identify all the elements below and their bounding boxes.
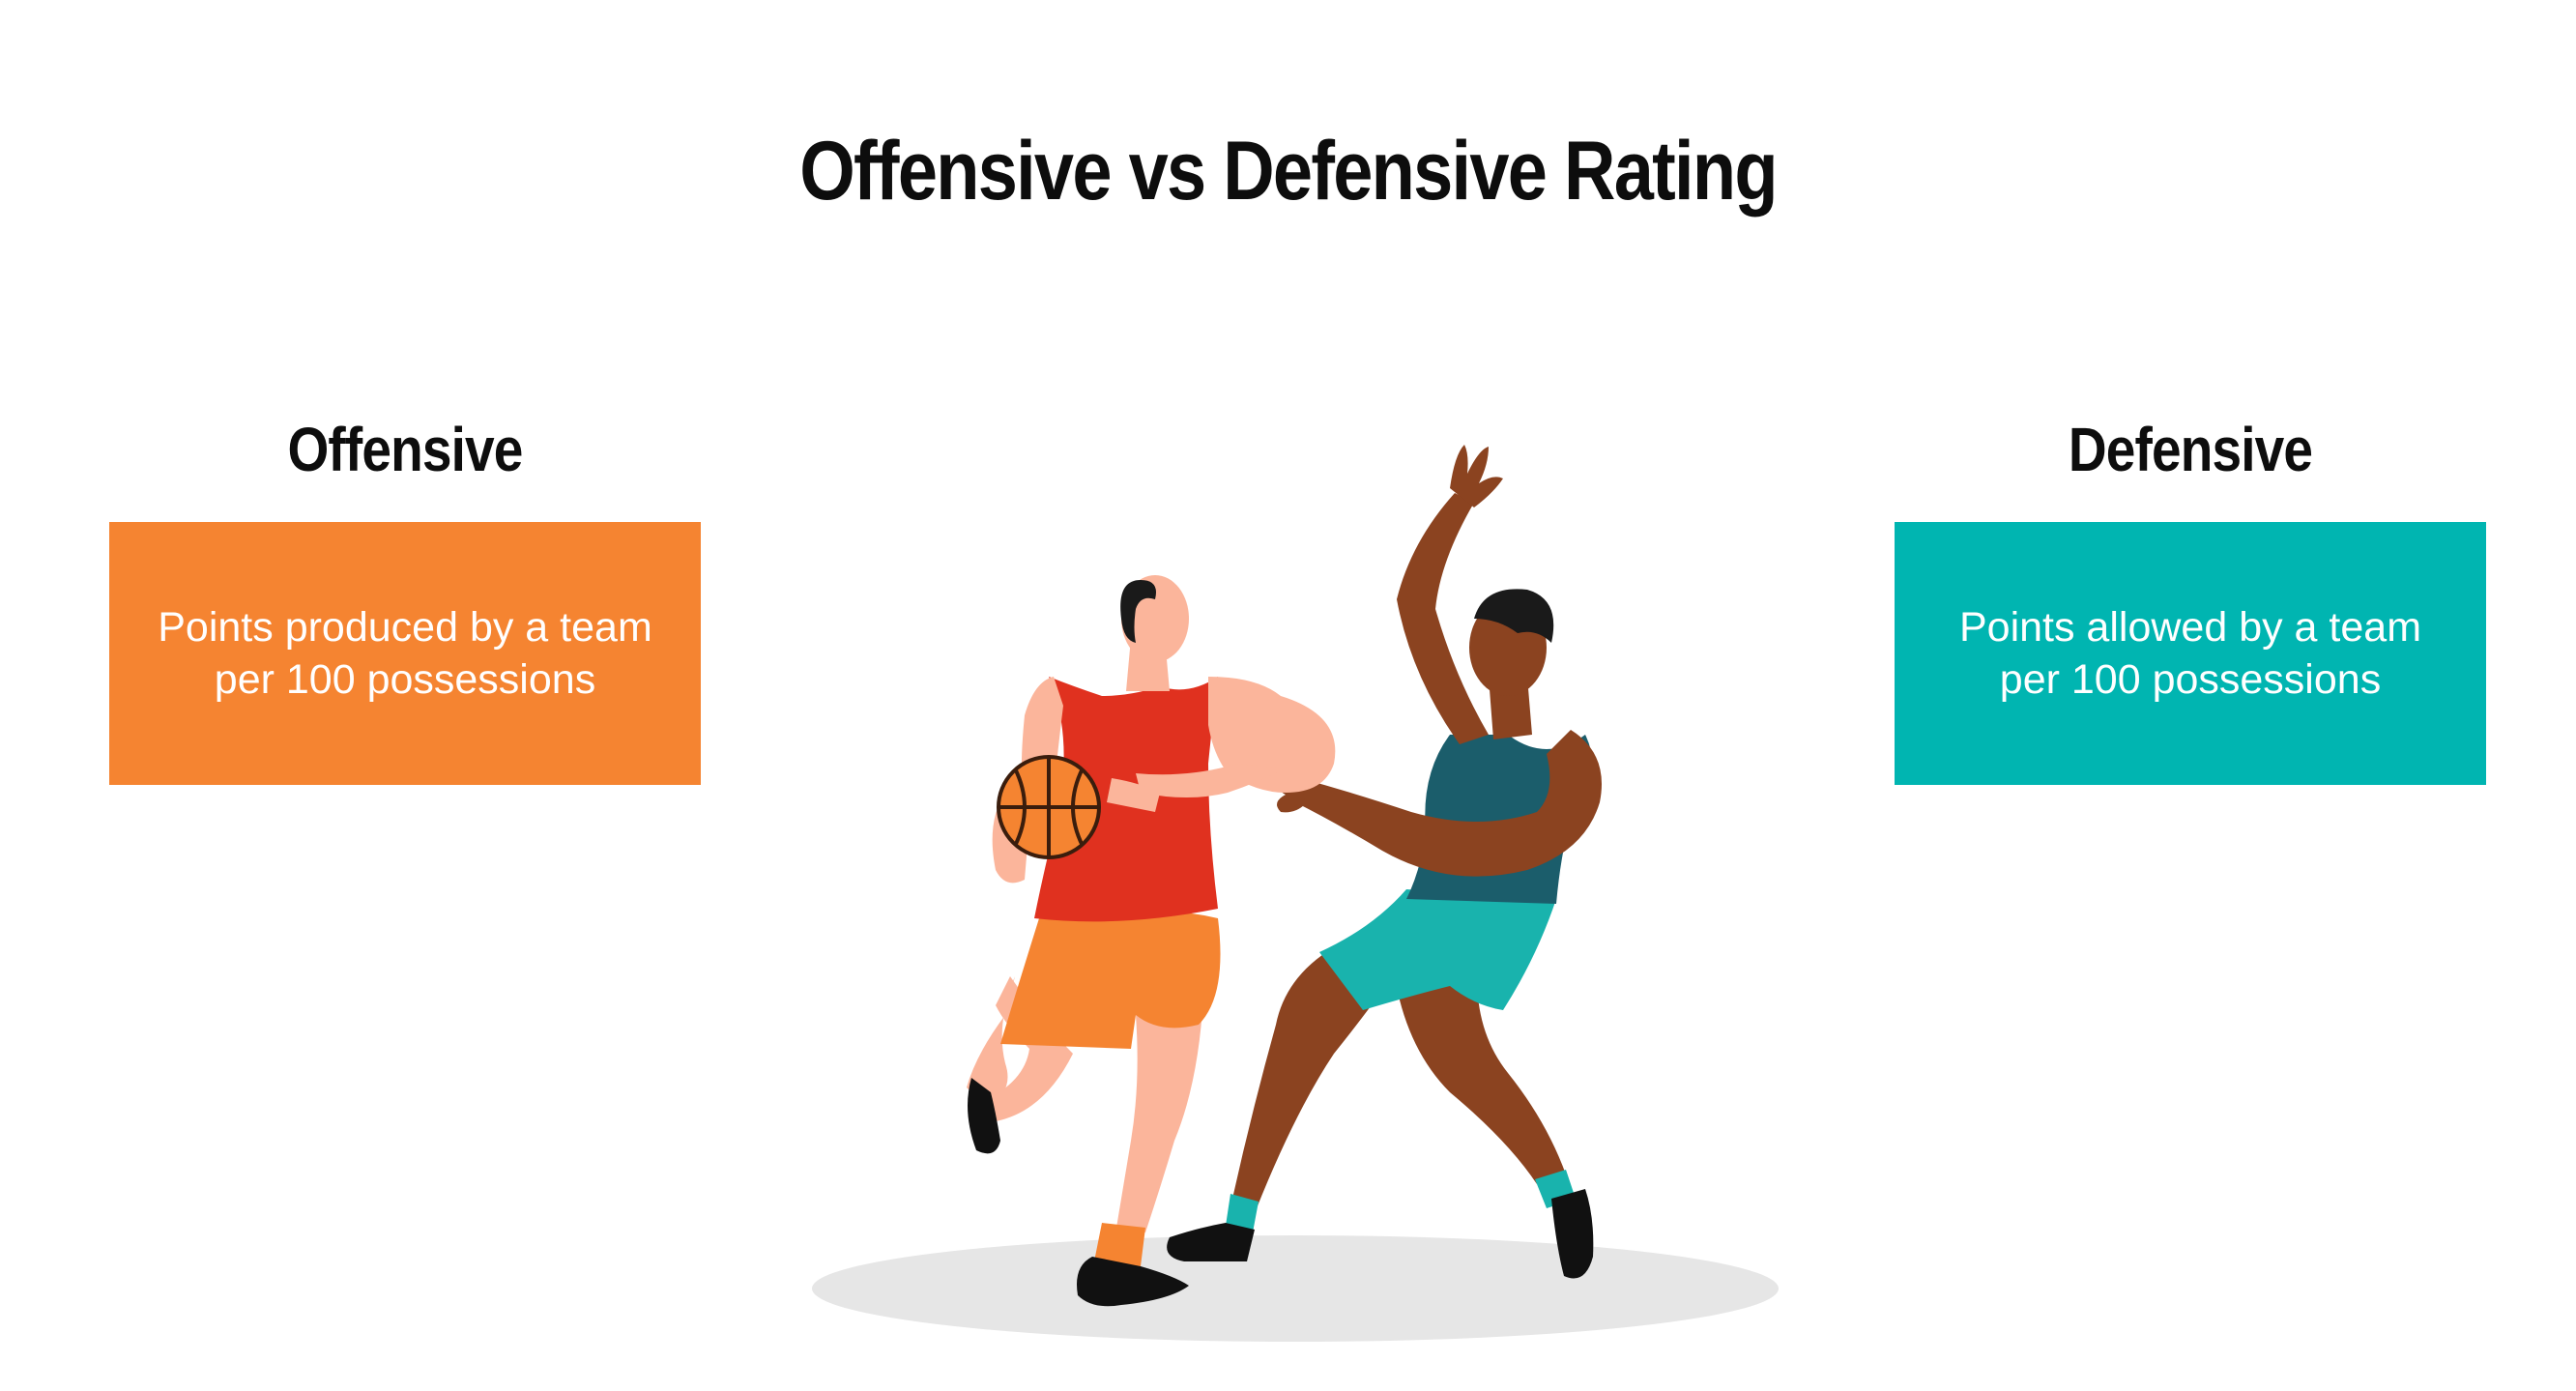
defensive-heading: Defensive xyxy=(2068,415,2313,484)
page-title: Offensive vs Defensive Rating xyxy=(799,125,1778,217)
attacker-figure xyxy=(967,575,1336,1307)
defender-figure xyxy=(1167,445,1602,1279)
offensive-card: Points produced by a team per 100 posses… xyxy=(109,522,701,785)
offensive-description: Points produced by a team per 100 posses… xyxy=(158,604,652,703)
offensive-heading: Offensive xyxy=(287,415,523,484)
basketball-icon xyxy=(997,755,1101,859)
basketball-players-illustration xyxy=(812,445,1779,1342)
defensive-description: Points allowed by a team per 100 possess… xyxy=(1958,604,2422,703)
floor-shadow xyxy=(812,1235,1779,1342)
defensive-card: Points allowed by a team per 100 possess… xyxy=(1895,522,2486,785)
